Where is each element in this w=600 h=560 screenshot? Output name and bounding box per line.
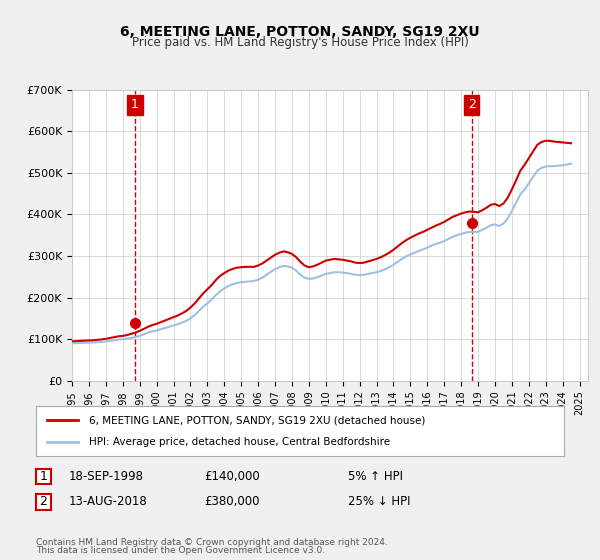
Text: £380,000: £380,000 (204, 495, 260, 508)
Text: 1: 1 (131, 99, 139, 111)
Text: 13-AUG-2018: 13-AUG-2018 (69, 495, 148, 508)
Text: Contains HM Land Registry data © Crown copyright and database right 2024.: Contains HM Land Registry data © Crown c… (36, 538, 388, 547)
Text: 1: 1 (40, 470, 47, 483)
Text: 2: 2 (467, 99, 476, 111)
Text: HPI: Average price, detached house, Central Bedfordshire: HPI: Average price, detached house, Cent… (89, 437, 390, 447)
Text: This data is licensed under the Open Government Licence v3.0.: This data is licensed under the Open Gov… (36, 546, 325, 555)
Text: Price paid vs. HM Land Registry's House Price Index (HPI): Price paid vs. HM Land Registry's House … (131, 36, 469, 49)
Text: 6, MEETING LANE, POTTON, SANDY, SG19 2XU: 6, MEETING LANE, POTTON, SANDY, SG19 2XU (120, 25, 480, 39)
Text: £140,000: £140,000 (204, 470, 260, 483)
Text: 6, MEETING LANE, POTTON, SANDY, SG19 2XU (detached house): 6, MEETING LANE, POTTON, SANDY, SG19 2XU… (89, 415, 425, 425)
Text: 2: 2 (40, 495, 47, 508)
Text: 25% ↓ HPI: 25% ↓ HPI (348, 495, 410, 508)
Text: 5% ↑ HPI: 5% ↑ HPI (348, 470, 403, 483)
Text: 18-SEP-1998: 18-SEP-1998 (69, 470, 144, 483)
